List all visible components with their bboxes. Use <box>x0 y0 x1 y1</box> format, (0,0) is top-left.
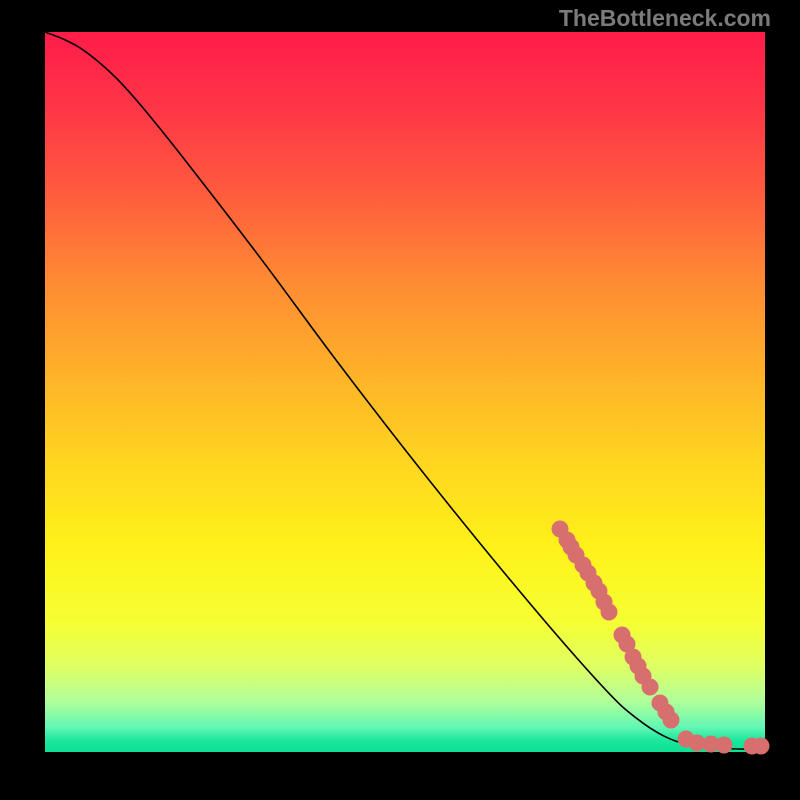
data-marker <box>753 737 770 754</box>
plot-area <box>45 32 765 752</box>
watermark-text: TheBottleneck.com <box>559 5 771 32</box>
data-marker <box>715 736 732 753</box>
data-marker <box>663 712 680 729</box>
curve-path <box>45 32 765 749</box>
curve-svg <box>45 32 765 752</box>
data-marker <box>601 603 618 620</box>
data-marker <box>641 679 658 696</box>
chart-container: TheBottleneck.com <box>0 0 800 800</box>
